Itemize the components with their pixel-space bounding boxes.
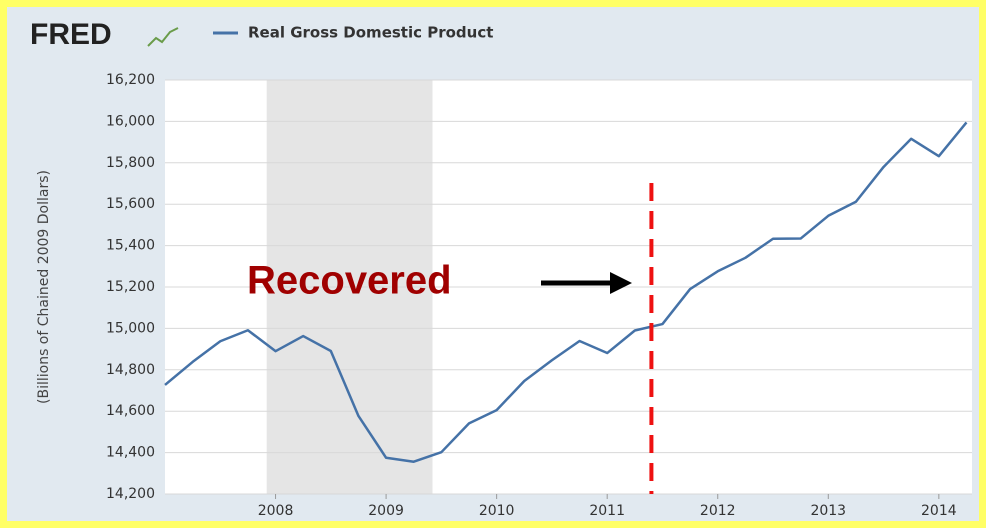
legend-label: Real Gross Domestic Product [248,24,493,42]
x-tick-label: 2011 [589,503,625,519]
y-tick-label: 16,200 [106,72,155,88]
y-tick-label: 14,200 [106,486,155,502]
y-tick-label: 16,000 [106,113,155,129]
x-tick-label: 2012 [700,503,736,519]
data-line [164,121,968,463]
y-tick-label: 15,200 [106,279,155,295]
x-tick-label: 2009 [368,503,404,519]
x-tick-label: 2010 [479,503,515,519]
x-tick-label: 2013 [810,503,846,519]
y-tick-label: 14,400 [106,445,155,461]
y-tick-label: 14,600 [106,403,155,419]
y-tick-label: 15,800 [106,155,155,171]
annotation: Recovered [247,259,452,303]
arrow-head [610,272,632,294]
y-tick-label: 15,000 [106,320,155,336]
y-axis-label: (Billions of Chained 2009 Dollars) [36,170,52,404]
x-tick-label: 2008 [258,503,294,519]
x-tick-label: 2014 [921,503,957,519]
y-tick-label: 15,400 [106,238,155,254]
logo: FRED [30,18,112,51]
logo-icon [147,27,179,47]
y-tick-label: 14,800 [106,362,155,378]
y-tick-label: 15,600 [106,196,155,212]
